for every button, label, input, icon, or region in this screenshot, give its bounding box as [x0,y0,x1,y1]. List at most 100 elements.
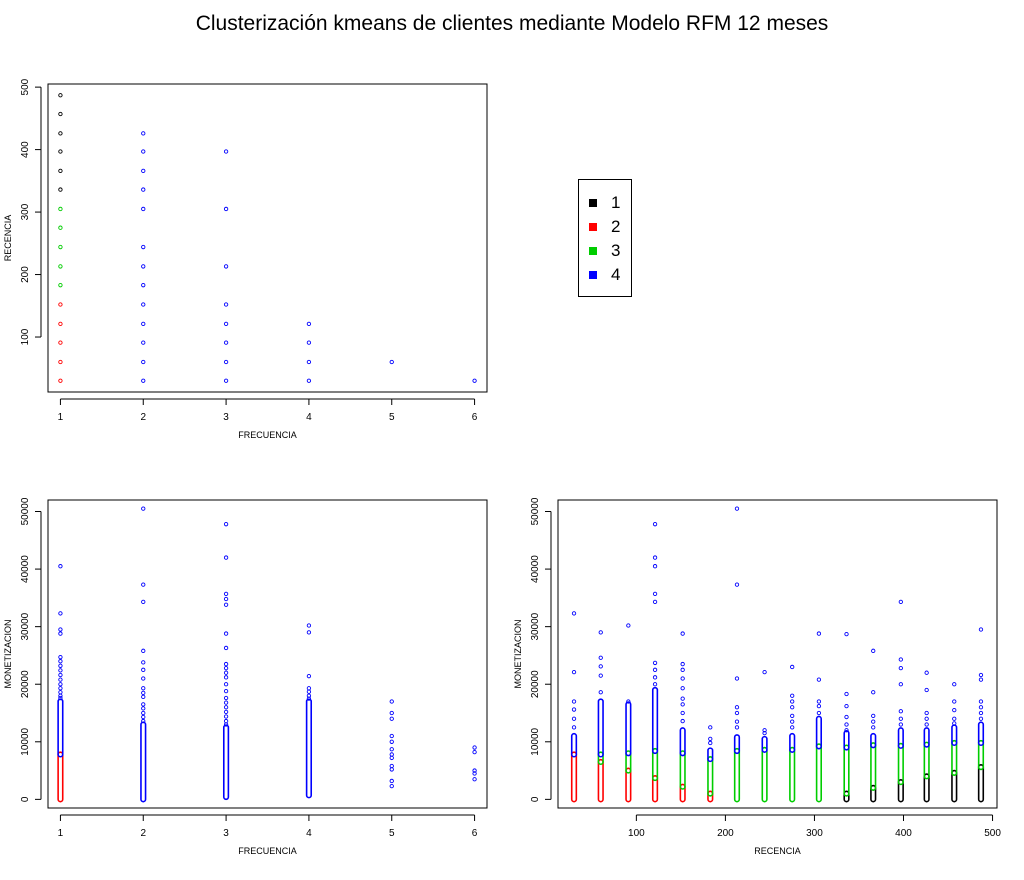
y-tick-label: 400 [20,141,31,158]
cluster-4-point [652,555,658,560]
cluster-4-point [844,703,849,709]
cluster-4-point [898,665,903,671]
cluster-4-point [389,733,394,739]
cluster-1-point [58,131,63,136]
cluster-4-point [306,378,312,383]
cluster-4-point [844,631,849,637]
cluster-2-point-stack [57,751,64,803]
cluster-4-point [816,703,822,709]
cluster-4-point [141,131,146,136]
cluster-4-point [141,648,146,653]
cluster-4-point [734,582,740,587]
legend-entry-3: 3 [589,241,620,261]
cluster-4-point-stack [57,698,64,758]
cluster-4-point [790,693,795,698]
x-tick-label: 1 [58,828,64,839]
cluster-4-point [472,768,477,773]
cluster-4-point [626,623,631,628]
cluster-4-point [598,690,603,695]
cluster-4-point [978,672,984,678]
cluster-4-point [389,716,394,721]
cluster-4-point [389,752,394,757]
legend-swatch-4 [589,271,597,279]
cluster-4-point [306,340,312,345]
cluster-4-point [924,710,929,716]
cluster-4-point [223,661,229,667]
cluster-3-point-stack [651,747,659,782]
cluster-4-point [924,716,929,721]
cluster-1-point-stack [923,773,930,803]
cluster-4-point [734,719,740,724]
cluster-4-point [58,631,63,636]
y-axis-title: MONETIZACION [3,620,13,689]
cluster-1-point-stack [897,778,904,803]
cluster-4-point [680,718,685,724]
cluster-4-point-stack [923,727,930,748]
cluster-4-point [571,725,577,730]
cluster-4-point [952,699,957,704]
cluster-4-point [652,591,658,596]
cluster-4-point [58,695,63,701]
cluster-4-point [223,709,229,715]
cluster-4-point [223,718,229,724]
cluster-3-point-stack [977,739,985,771]
cluster-4-point [223,722,229,727]
x-tick-label: 4 [306,412,312,423]
cluster-4-point [141,702,146,707]
cluster-4-point [680,661,685,667]
y-tick-label: 500 [20,78,31,95]
cluster-4-point [306,321,312,327]
cluster-4-point [306,696,312,701]
cluster-4-point [223,378,229,383]
cluster-4-point [58,677,63,682]
cluster-4-point [734,676,740,681]
cluster-4-point [223,149,229,154]
x-tick-label: 500 [984,828,1001,839]
cluster-4-point [389,710,394,716]
cluster-2-point-stack [707,790,714,803]
cluster-1-point [58,149,63,154]
cluster-2-point [58,340,63,345]
y-tick-label: 10000 [530,727,541,755]
legend-entry-2: 2 [589,217,620,237]
cluster-4-point [141,686,146,691]
y-tick-label: 30000 [530,612,541,640]
cluster-4-point [141,149,146,154]
y-tick-label: 40000 [530,555,541,583]
legend-swatch-3 [589,247,597,255]
plot-frame [557,499,998,809]
cluster-4-point [141,302,146,307]
cluster-4-point [141,582,146,587]
cluster-2-point [58,302,63,307]
cluster-4-point [389,359,394,365]
cluster-1-point [58,168,63,173]
cluster-4-point [571,716,577,721]
cluster-4-point [141,340,146,345]
cluster-4-point [472,745,477,750]
cluster-4-point-stack [977,721,985,747]
cluster-4-point [141,359,146,365]
cluster-4-point [141,660,146,665]
cluster-4-point [141,718,146,724]
cluster-4-point [680,686,685,691]
y-tick-label: 10000 [20,727,31,755]
cluster-4-point [58,668,63,673]
cluster-3-point-stack [625,750,632,774]
plot-frame [47,83,488,393]
cluster-4-point [472,750,477,755]
cluster-4-point [708,725,713,730]
cluster-4-point [762,728,767,733]
cluster-1-point-stack [843,790,850,803]
cluster-2-point-stack [651,774,659,803]
cluster-4-point [652,682,658,687]
cluster-4-point [790,699,795,704]
cluster-4-point [223,688,229,694]
cluster-3-point-stack [597,751,604,766]
cluster-3-point-stack [923,741,930,780]
cluster-4-point [58,663,63,668]
cluster-4-point [223,340,229,345]
cluster-4-point [952,716,957,721]
x-tick-label: 6 [472,828,478,839]
cluster-4-point [680,710,685,716]
cluster-2-point-stack [597,758,604,803]
